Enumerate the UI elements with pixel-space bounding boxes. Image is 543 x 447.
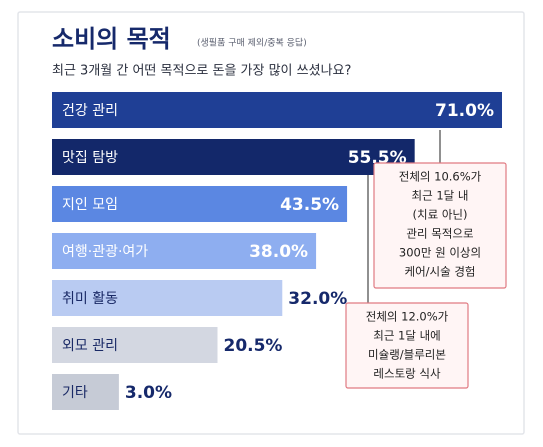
bar (52, 92, 502, 128)
bar (52, 139, 415, 175)
category-label: 여행·관광·여가 (62, 244, 148, 260)
annotation-text: 전체의 12.0%가 (366, 310, 449, 324)
category-label: 지인 모임 (62, 197, 118, 213)
value-label: 38.0% (249, 242, 308, 262)
annotation-text: 미슐랭/블루리본 (368, 348, 446, 362)
bar (52, 186, 348, 222)
value-label: 20.5% (223, 336, 282, 356)
annotation-text: 전체의 10.6%가 (399, 170, 482, 184)
question: 최근 3개월 간 어떤 목적으로 돈을 가장 많이 쓰셨나요? (52, 64, 351, 79)
value-label: 43.5% (280, 195, 339, 215)
annotation-text: 관리 목적으로 (406, 227, 473, 241)
annotation-text: 최근 1달 내에 (373, 329, 441, 343)
bar (52, 233, 317, 269)
bar (52, 374, 119, 410)
annotation-text: 300만 원 이상의 (399, 246, 481, 260)
bar (52, 327, 218, 363)
category-label: 건강 관리 (62, 103, 118, 119)
category-label: 기타 (62, 385, 88, 401)
value-label: 3.0% (125, 383, 172, 403)
annotation-text: 최근 1달 내 (412, 189, 469, 203)
category-label: 맛집 탐방 (62, 150, 118, 166)
bar (52, 280, 283, 316)
chart-subtitle: (생필품 구매 제외/중복 응답) (197, 37, 307, 49)
annotation-text: (치료 아닌) (413, 208, 468, 222)
annotation-text: 케어/시술 경험 (404, 265, 475, 279)
annotation-box (345, 302, 469, 389)
category-label: 취미 활동 (62, 291, 118, 307)
category-label: 외모 관리 (62, 338, 118, 354)
value-label: 32.0% (288, 289, 347, 309)
chart-title: 소비의 목적 (52, 25, 171, 53)
annotation-text: 레스토랑 식사 (373, 367, 441, 381)
value-label: 71.0% (435, 101, 494, 121)
annotation-box (373, 162, 507, 289)
